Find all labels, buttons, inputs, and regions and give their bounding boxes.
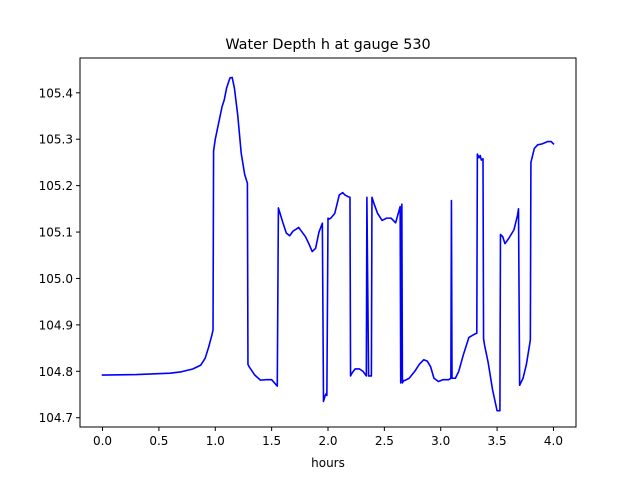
x-axis-ticks: 0.0 0.5 1.0 1.5 2.0 2.5 3.0 3.5 4.0 (93, 427, 563, 448)
x-tick-label: 1.5 (262, 434, 281, 448)
y-tick-label: 105.4 (39, 86, 73, 100)
y-tick-label: 105.2 (39, 179, 73, 193)
chart-title: Water Depth h at gauge 530 (225, 37, 430, 53)
y-tick-label: 104.8 (39, 365, 73, 379)
x-tick-label: 2.5 (375, 434, 394, 448)
y-tick-label: 104.9 (39, 318, 73, 332)
y-tick-label: 105.0 (39, 272, 73, 286)
y-axis-ticks: 104.7 104.8 104.9 105.0 105.1 105.2 105.3 105.4 (39, 86, 80, 425)
x-tick-label: 3.5 (488, 434, 507, 448)
x-tick-label: 2.0 (318, 434, 337, 448)
series-layer (101, 76, 555, 412)
y-tick-label: 104.7 (39, 411, 73, 425)
series-line-0 (101, 76, 555, 412)
y-tick-label: 105.3 (39, 133, 73, 147)
y-tick-label: 105.1 (39, 226, 73, 240)
x-tick-label: 0.0 (93, 434, 112, 448)
x-tick-label: 3.0 (431, 434, 450, 448)
x-axis-label: hours (311, 456, 345, 470)
x-tick-label: 1.0 (206, 434, 225, 448)
x-tick-label: 4.0 (544, 434, 563, 448)
x-tick-label: 0.5 (149, 434, 168, 448)
